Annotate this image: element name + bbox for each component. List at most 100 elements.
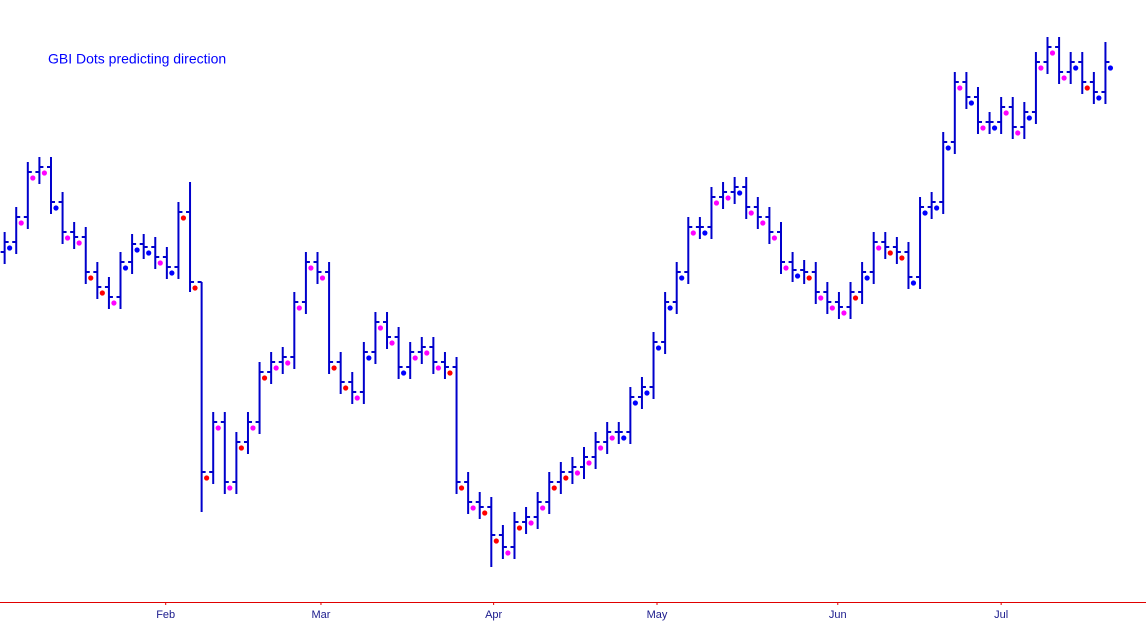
gbi-dot	[285, 360, 291, 366]
gbi-dot	[389, 340, 395, 346]
gbi-dot	[412, 355, 418, 361]
x-tick-label: May	[647, 609, 668, 621]
gbi-dot	[7, 245, 13, 251]
gbi-dot	[1026, 115, 1032, 121]
gbi-dot	[343, 385, 349, 391]
gbi-dot	[273, 365, 279, 371]
gbi-dot	[111, 300, 117, 306]
gbi-dot	[586, 460, 592, 466]
gbi-dot	[458, 485, 465, 491]
gbi-dot	[968, 100, 974, 106]
gbi-dot	[725, 195, 731, 201]
gbi-dot	[528, 520, 534, 526]
gbi-dot	[53, 205, 59, 211]
gbi-dot	[169, 270, 175, 276]
gbi-dot	[18, 220, 24, 226]
gbi-dot	[737, 190, 743, 196]
gbi-dot	[261, 375, 268, 381]
gbi-dot	[818, 295, 824, 301]
x-tick-label: Jul	[994, 609, 1008, 621]
gbi-dot	[760, 220, 766, 226]
gbi-dot	[122, 265, 129, 271]
gbi-dot	[841, 310, 847, 316]
gbi-dot	[401, 370, 407, 376]
gbi-dot	[146, 250, 152, 256]
gbi-dot	[308, 265, 314, 271]
gbi-dot	[667, 305, 673, 311]
gbi-dot	[679, 275, 685, 281]
gbi-dot	[621, 435, 627, 441]
gbi-dot	[354, 395, 360, 401]
gbi-dot	[482, 510, 488, 516]
gbi-dot	[748, 210, 754, 216]
gbi-dot	[192, 285, 198, 291]
gbi-dot	[64, 235, 71, 241]
gbi-dot	[435, 365, 441, 371]
gbi-dot	[76, 240, 82, 246]
gbi-dot	[609, 435, 615, 441]
gbi-dot	[250, 425, 256, 431]
gbi-dot	[204, 475, 210, 481]
gbi-dot	[702, 230, 708, 236]
gbi-dot	[377, 325, 384, 331]
gbi-dot	[470, 505, 476, 511]
gbi-dot	[922, 210, 928, 216]
gbi-dot	[794, 273, 801, 279]
gbi-dot	[945, 145, 951, 151]
gbi-dot	[134, 247, 140, 253]
gbi-dot	[1107, 65, 1114, 71]
gbi-dot	[574, 470, 581, 476]
gbi-dot	[1038, 65, 1044, 71]
gbi-dot	[655, 345, 662, 351]
gbi-dot	[852, 295, 859, 301]
gbi-dot	[1073, 65, 1079, 71]
gbi-dot	[887, 250, 893, 256]
gbi-dot	[783, 265, 789, 271]
gbi-dot	[516, 525, 523, 531]
gbi-dot	[690, 230, 696, 236]
gbi-dot	[713, 200, 720, 206]
gbi-dot	[88, 275, 94, 281]
gbi-dot	[551, 485, 557, 491]
gbi-dot	[957, 85, 963, 91]
gbi-dot	[991, 125, 998, 131]
gbi-dot	[319, 275, 326, 281]
gbi-dot	[563, 475, 569, 481]
gbi-dot	[644, 390, 650, 396]
gbi-dot	[934, 205, 940, 211]
gbi-dot	[910, 280, 917, 286]
gbi-dot	[99, 290, 105, 296]
gbi-dot	[1049, 50, 1056, 56]
gbi-dot	[1015, 130, 1021, 136]
gbi-dot	[424, 350, 430, 356]
gbi-dot	[331, 365, 337, 371]
gbi-dot	[296, 305, 302, 311]
gbi-dot	[1084, 85, 1090, 91]
gbi-dot	[829, 305, 835, 311]
chart-title: GBI Dots predicting direction	[48, 51, 226, 67]
gbi-dot	[980, 125, 986, 131]
gbi-dot	[180, 215, 187, 221]
gbi-dot	[632, 400, 638, 406]
gbi-dot	[227, 485, 233, 491]
x-tick-label: Mar	[311, 609, 330, 621]
x-tick-label: Apr	[485, 609, 502, 621]
gbi-dot	[771, 235, 778, 241]
gbi-dot	[597, 445, 604, 451]
gbi-dot	[30, 175, 36, 181]
gbi-dot	[493, 538, 499, 544]
gbi-dot	[366, 355, 372, 361]
gbi-dot	[876, 245, 882, 251]
gbi-dot	[540, 505, 546, 511]
x-tick-label: Jun	[829, 609, 847, 621]
gbi-dot	[899, 255, 905, 261]
gbi-dot	[447, 370, 453, 376]
gbi-dot	[41, 170, 47, 176]
gbi-dot	[238, 445, 244, 451]
gbi-dot	[806, 275, 812, 281]
gbi-dot	[1061, 75, 1067, 81]
gbi-dot	[1096, 95, 1102, 101]
gbi-dot	[157, 260, 163, 266]
